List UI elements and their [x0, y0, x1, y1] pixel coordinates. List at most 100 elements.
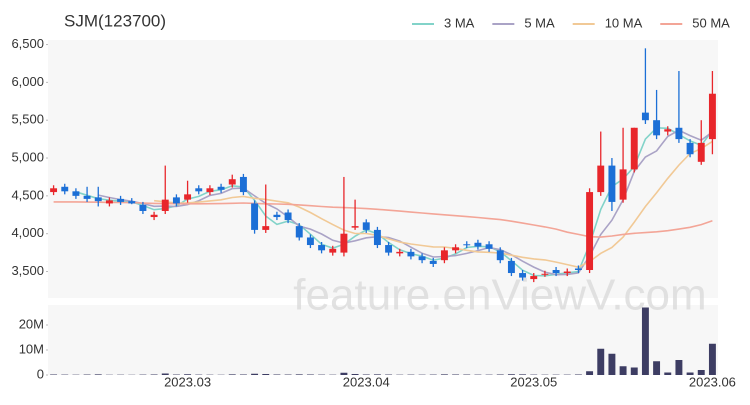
x-tick-label: 2023.06 — [689, 374, 736, 389]
legend-label: 3 MA — [444, 15, 475, 30]
chart-title: SJM(123700) — [64, 11, 166, 30]
candle-body — [128, 201, 135, 203]
volume-bar — [363, 375, 370, 376]
volume-bar — [631, 368, 638, 376]
volume-bar — [95, 374, 102, 375]
volume-bar — [620, 366, 627, 375]
candle-body — [553, 270, 560, 273]
volume-bar — [497, 375, 504, 376]
y-tick-label: 4,000 — [11, 225, 44, 240]
candle-body — [486, 244, 493, 249]
candle-body — [84, 196, 91, 199]
x-tick-label: 2023.03 — [164, 374, 211, 389]
candle-body — [229, 179, 236, 184]
volume-bar — [698, 370, 705, 375]
candle-body — [117, 199, 124, 202]
candle-body — [61, 187, 68, 192]
candle-body — [597, 166, 604, 192]
x-tick-label: 2023.04 — [343, 374, 390, 389]
candle-body — [340, 234, 347, 253]
candle-body — [675, 128, 682, 139]
candle-body — [329, 249, 336, 253]
candle-body — [352, 226, 359, 228]
candle-body — [385, 245, 392, 253]
volume-tick-label: 20M — [19, 316, 44, 331]
volume-tick-label: 0 — [37, 366, 44, 381]
volume-bar — [653, 361, 660, 375]
candle-body — [273, 215, 280, 217]
volume-bar — [262, 374, 269, 375]
volume-bar — [296, 374, 303, 375]
candle-body — [184, 194, 191, 199]
candle-body — [575, 268, 582, 270]
candle-body — [218, 187, 225, 190]
y-tick-label: 5,000 — [11, 149, 44, 164]
candle-body — [240, 177, 247, 192]
candle-body — [95, 197, 102, 201]
volume-bar — [352, 374, 359, 375]
candle-body — [508, 261, 515, 273]
candle-body — [664, 129, 671, 131]
candle-body — [396, 252, 403, 254]
candle-body — [419, 256, 426, 260]
candle-body — [151, 215, 158, 217]
candle-body — [497, 250, 504, 260]
volume-bar — [229, 374, 236, 375]
candle-body — [519, 273, 526, 278]
y-tick-label: 6,500 — [11, 36, 44, 51]
price-panel — [48, 40, 718, 298]
candle-body — [407, 252, 414, 257]
volume-tick-label: 10M — [19, 341, 44, 356]
volume-bar — [162, 374, 169, 376]
candle-body — [564, 272, 571, 274]
volume-bar — [184, 374, 191, 375]
volume-bar — [50, 375, 57, 376]
volume-bar — [586, 371, 593, 375]
candle-body — [296, 226, 303, 237]
legend-label: 5 MA — [524, 15, 555, 30]
volume-bar — [307, 375, 314, 376]
y-tick-label: 6,000 — [11, 74, 44, 89]
y-tick-label: 4,500 — [11, 187, 44, 202]
candle-body — [631, 128, 638, 170]
candle-body — [374, 230, 381, 245]
candle-body — [318, 245, 325, 250]
candle-body — [251, 203, 258, 229]
candle-body — [72, 191, 79, 196]
candle-body — [206, 188, 213, 192]
candle-body — [530, 276, 537, 279]
candle-body — [653, 120, 660, 135]
candle-body — [698, 143, 705, 162]
candle-body — [139, 205, 146, 211]
volume-bar — [273, 375, 280, 376]
candle-body — [307, 237, 314, 245]
volume-bar — [240, 375, 247, 376]
candle-body — [262, 226, 269, 230]
volume-bar — [374, 374, 381, 375]
volume-bar — [687, 373, 694, 376]
candle-body — [285, 213, 292, 221]
candle-body — [474, 243, 481, 247]
volume-bar — [597, 349, 604, 375]
volume-bar — [452, 375, 459, 376]
volume-bar — [675, 360, 682, 375]
legend-label: 10 MA — [605, 15, 643, 30]
candle-body — [709, 94, 716, 139]
candle-body — [463, 244, 470, 245]
x-tick-label: 2023.05 — [510, 374, 557, 389]
candle-body — [620, 169, 627, 199]
volume-bar — [519, 374, 526, 375]
volume-bar — [642, 308, 649, 376]
candle-body — [162, 200, 169, 211]
volume-bar — [664, 373, 671, 376]
volume-bar — [575, 375, 582, 376]
candle-body — [430, 261, 437, 264]
volume-bar — [340, 373, 347, 375]
y-tick-label: 5,500 — [11, 112, 44, 127]
candle-body — [541, 274, 548, 275]
candle-body — [608, 166, 615, 202]
candle-body — [452, 247, 459, 250]
y-tick-label: 3,500 — [11, 263, 44, 278]
volume-bar — [151, 375, 158, 376]
